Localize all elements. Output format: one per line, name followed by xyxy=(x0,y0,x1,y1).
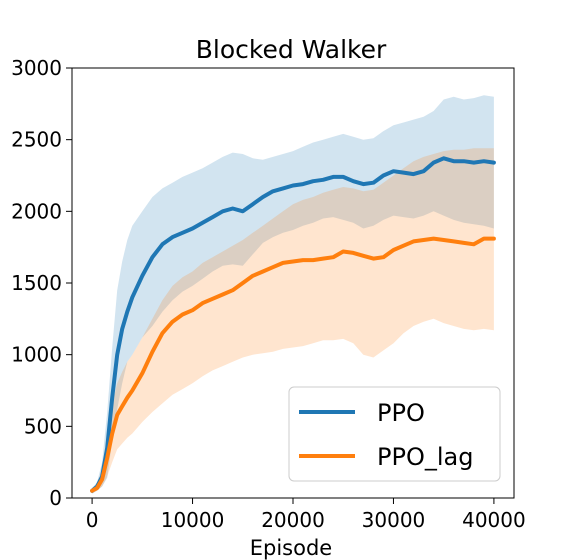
tick-labels: 0 10000 20000 30000 40000 0 500 1000 1500 2000 250… xyxy=(11,56,526,532)
y-tick-label: 2500 xyxy=(11,128,62,152)
y-tick-label: 1500 xyxy=(11,271,62,295)
band-ppo-lag xyxy=(92,148,494,493)
x-tick-label: 0 xyxy=(86,508,99,532)
x-tick-label: 10000 xyxy=(161,508,225,532)
band-ppo xyxy=(92,95,494,494)
confidence-bands xyxy=(92,95,494,494)
x-tick-label: 20000 xyxy=(261,508,325,532)
axes xyxy=(66,67,515,504)
legend-label-ppo-lag: PPO_lag xyxy=(377,443,473,471)
x-axis-title: Episode xyxy=(250,536,332,560)
legend: PPO PPO_lag xyxy=(288,386,501,482)
legend-label-ppo: PPO xyxy=(377,399,425,427)
chart-title: Blocked Walker xyxy=(196,35,387,64)
line-ppo-lag xyxy=(90,236,496,493)
y-tick-label: 2000 xyxy=(11,199,62,223)
y-tick-label: 1000 xyxy=(11,343,62,367)
y-tick-label: 500 xyxy=(24,414,62,438)
y-tick-label: 3000 xyxy=(11,56,62,80)
series-lines xyxy=(90,156,496,493)
x-tick-label: 30000 xyxy=(362,508,426,532)
x-tick-label: 40000 xyxy=(462,508,526,532)
line-ppo xyxy=(90,156,496,493)
y-tick-label: 0 xyxy=(49,486,62,510)
